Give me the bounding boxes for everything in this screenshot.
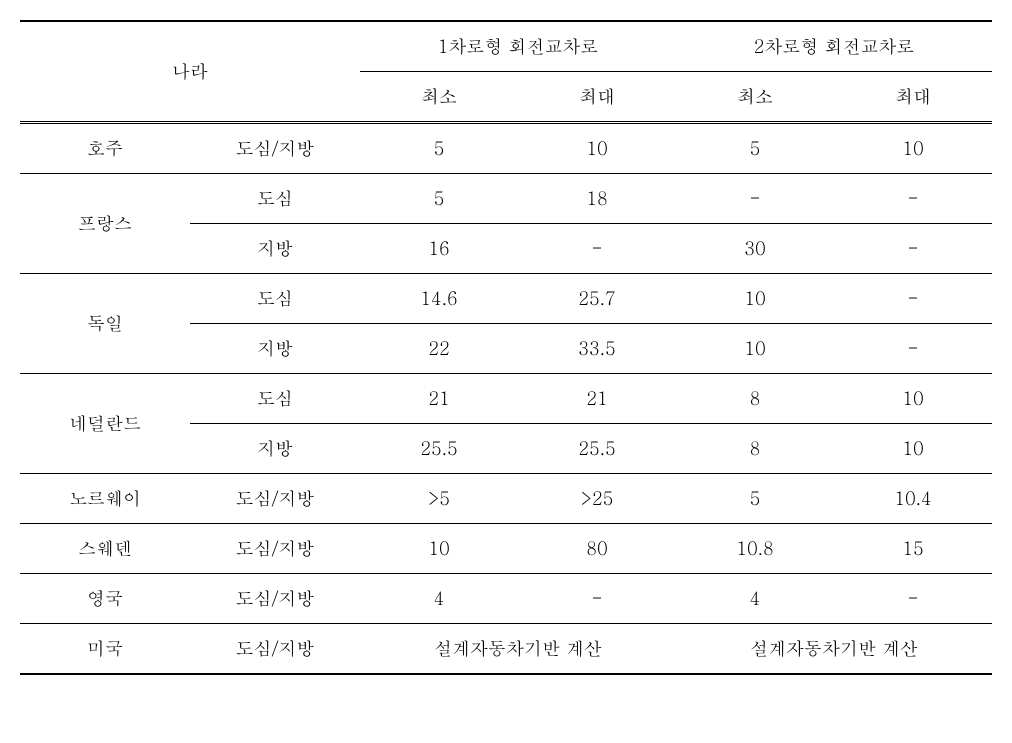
- cell-value: 10: [676, 274, 834, 324]
- header-lane1: 1차로형 회전교차로: [360, 21, 676, 72]
- cell-value: 16: [360, 224, 518, 274]
- header-lane1-max: 최대: [518, 72, 676, 123]
- cell-value: >5: [360, 474, 518, 524]
- table-row: 미국 도심/지방 설계자동차기반 계산 설계자동차기반 계산: [20, 624, 992, 675]
- header-lane2: 2차로형 회전교차로: [676, 21, 992, 72]
- header-lane2-max: 최대: [834, 72, 992, 123]
- cell-value: 5: [676, 123, 834, 174]
- cell-value: 8: [676, 374, 834, 424]
- cell-value: 10: [834, 424, 992, 474]
- cell-value: -: [834, 224, 992, 274]
- cell-value: -: [834, 324, 992, 374]
- cell-value: 4: [360, 574, 518, 624]
- cell-region: 지방: [190, 224, 360, 274]
- cell-value: 14.6: [360, 274, 518, 324]
- cell-value: 10: [360, 524, 518, 574]
- cell-value: 18: [518, 174, 676, 224]
- cell-region: 지방: [190, 324, 360, 374]
- cell-region: 도심/지방: [190, 123, 360, 174]
- cell-country: 호주: [20, 123, 190, 174]
- cell-region: 도심: [190, 274, 360, 324]
- table-row: 네덜란드 도심 21 21 8 10: [20, 374, 992, 424]
- cell-value: 10: [834, 123, 992, 174]
- table-row: 스웨덴 도심/지방 10 80 10.8 15: [20, 524, 992, 574]
- header-country: 나라: [20, 21, 360, 123]
- cell-country: 스웨덴: [20, 524, 190, 574]
- roundabout-spec-table: 나라 1차로형 회전교차로 2차로형 회전교차로 최소 최대 최소 최대 호주 …: [20, 20, 992, 675]
- cell-value: 10: [676, 324, 834, 374]
- cell-value: 5: [676, 474, 834, 524]
- cell-value: >25: [518, 474, 676, 524]
- cell-value: 설계자동차기반 계산: [676, 624, 992, 675]
- cell-value: 4: [676, 574, 834, 624]
- cell-value: -: [834, 274, 992, 324]
- header-lane1-min: 최소: [360, 72, 518, 123]
- cell-value: 25.7: [518, 274, 676, 324]
- cell-region: 도심: [190, 174, 360, 224]
- cell-value: 22: [360, 324, 518, 374]
- cell-region: 지방: [190, 424, 360, 474]
- header-lane2-min: 최소: [676, 72, 834, 123]
- cell-value: 10.8: [676, 524, 834, 574]
- table-row: 독일 도심 14.6 25.7 10 -: [20, 274, 992, 324]
- cell-country: 프랑스: [20, 174, 190, 274]
- cell-country: 노르웨이: [20, 474, 190, 524]
- cell-value: 5: [360, 174, 518, 224]
- table-row: 호주 도심/지방 5 10 5 10: [20, 123, 992, 174]
- cell-value: 10: [518, 123, 676, 174]
- cell-region: 도심/지방: [190, 474, 360, 524]
- cell-value: 21: [360, 374, 518, 424]
- cell-value: 33.5: [518, 324, 676, 374]
- cell-value: -: [834, 574, 992, 624]
- cell-country: 네덜란드: [20, 374, 190, 474]
- cell-value: 10.4: [834, 474, 992, 524]
- cell-country: 영국: [20, 574, 190, 624]
- cell-region: 도심: [190, 374, 360, 424]
- cell-country: 미국: [20, 624, 190, 675]
- table-row: 프랑스 도심 5 18 - -: [20, 174, 992, 224]
- cell-region: 도심/지방: [190, 624, 360, 675]
- cell-value: -: [834, 174, 992, 224]
- cell-value: 5: [360, 123, 518, 174]
- cell-value: 80: [518, 524, 676, 574]
- cell-region: 도심/지방: [190, 524, 360, 574]
- cell-value: 8: [676, 424, 834, 474]
- cell-value: -: [518, 224, 676, 274]
- cell-value: 설계자동차기반 계산: [360, 624, 676, 675]
- cell-value: -: [518, 574, 676, 624]
- cell-country: 독일: [20, 274, 190, 374]
- cell-value: 21: [518, 374, 676, 424]
- cell-value: 30: [676, 224, 834, 274]
- cell-value: -: [676, 174, 834, 224]
- cell-value: 25.5: [518, 424, 676, 474]
- table-row: 영국 도심/지방 4 - 4 -: [20, 574, 992, 624]
- table-row: 노르웨이 도심/지방 >5 >25 5 10.4: [20, 474, 992, 524]
- cell-region: 도심/지방: [190, 574, 360, 624]
- cell-value: 10: [834, 374, 992, 424]
- cell-value: 15: [834, 524, 992, 574]
- cell-value: 25.5: [360, 424, 518, 474]
